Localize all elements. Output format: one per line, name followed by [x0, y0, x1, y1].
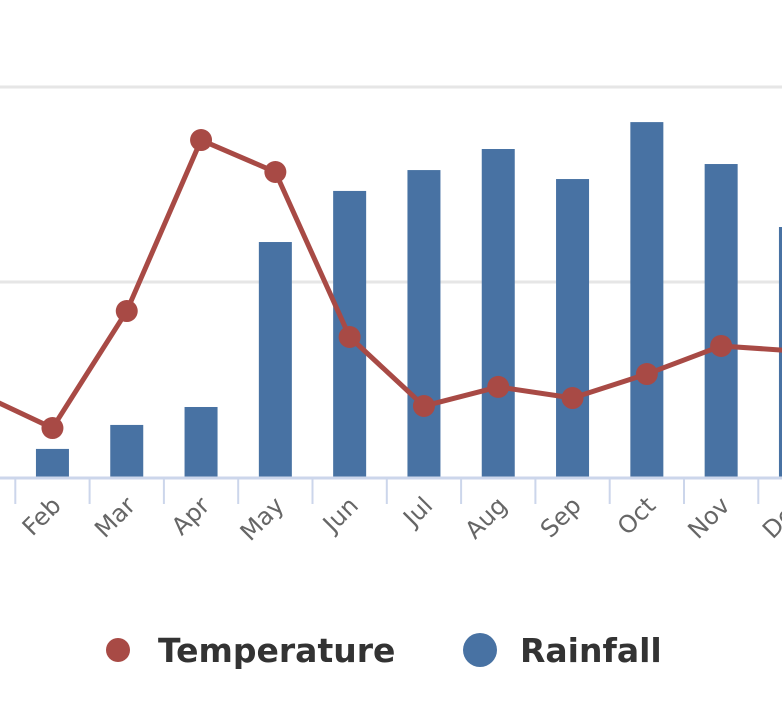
legend: Temperature Rainfall: [106, 631, 662, 670]
temperature-point-jul: [412, 395, 435, 418]
x-tick-label-dec: Dec: [757, 491, 782, 544]
rainfall-bar-nov: [704, 164, 738, 477]
temperature-point-may: [264, 161, 287, 184]
x-tick-label-feb: Feb: [17, 491, 67, 541]
legend-label-temperature: Temperature: [158, 631, 395, 670]
x-tick-label-may: May: [235, 491, 290, 546]
temperature-point-aug: [487, 375, 510, 398]
rainfall-bar-oct: [630, 122, 664, 477]
temperature-point-jun: [338, 325, 361, 348]
legend-label-rainfall: Rainfall: [520, 631, 662, 670]
temperature-point-mar: [115, 300, 138, 323]
temperature-point-sep: [561, 387, 584, 410]
temperature-point-feb: [41, 417, 64, 440]
rainfall-bar-feb: [35, 448, 69, 477]
temperature-point-oct: [635, 363, 658, 386]
x-tick-label-oct: Oct: [612, 491, 661, 540]
rainfall-bar-jul: [407, 170, 441, 477]
x-tick-label-jul: Jul: [396, 491, 438, 533]
x-tick-label-aug: Aug: [460, 491, 513, 544]
x-tick-label-jun: Jun: [316, 491, 364, 539]
rainfall-bar-aug: [481, 149, 515, 477]
rainfall-bar-mar: [110, 424, 144, 477]
rainfall-legend-marker: [463, 633, 497, 667]
rainfall-bar-sep: [556, 179, 590, 478]
x-tick-label-mar: Mar: [89, 491, 141, 543]
rainfall-bar-apr: [184, 406, 218, 477]
x-tick-label-apr: Apr: [166, 491, 215, 540]
x-tick-label-sep: Sep: [535, 491, 587, 543]
temperature-legend-marker: [106, 638, 130, 662]
legend-item-rainfall[interactable]: Rainfall: [463, 631, 662, 670]
temperature-point-apr: [190, 129, 213, 152]
temperature-line: [0, 137, 782, 431]
x-tick-label-nov: Nov: [682, 491, 735, 544]
rainfall-bar-may: [258, 242, 292, 477]
legend-item-temperature[interactable]: Temperature: [106, 631, 395, 670]
temperature-point-nov: [710, 334, 733, 357]
